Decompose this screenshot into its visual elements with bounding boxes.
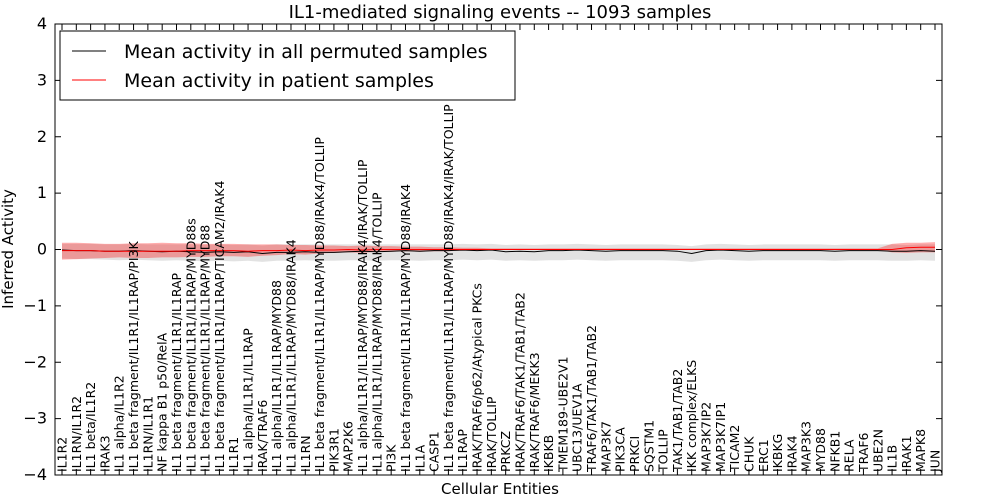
- x-tick-label: IL1 alpha/IL1R1/IL1RAP/MYD88: [269, 280, 284, 472]
- x-tick-label: MAPK8: [913, 429, 928, 472]
- y-tick-label: −4: [23, 465, 47, 484]
- x-tick-label: IRAK/TOLLIP: [484, 396, 499, 472]
- x-tick-label: SQSTM1: [641, 420, 656, 472]
- x-tick-label: IL1R2: [55, 437, 70, 472]
- x-tick-label: CASP1: [427, 431, 442, 472]
- x-tick-label: PRKCZ: [498, 431, 513, 472]
- x-tick-label: IL1 beta fragment/IL1R1/IL1RAP/PI3K: [126, 241, 141, 472]
- x-tick-label: IL1 alpha/IL1R1/IL1RAP/MYD88/IRAK4/IRAK/…: [355, 159, 370, 472]
- x-tick-label: PI3K: [384, 444, 399, 472]
- x-tick-label: TRAF6: [856, 432, 871, 473]
- line-permuted: [61, 249, 936, 254]
- x-tick-label: IRAK3: [97, 435, 112, 472]
- y-tick-label: 1: [37, 183, 47, 202]
- x-tick-label: IL1RN/IL1R2: [69, 396, 84, 472]
- x-tick-label: TMEM189-UBE2V1: [555, 356, 570, 473]
- x-tick-label: IL1 beta fragment/IL1R1/IL1RAP/MYD88/IRA…: [441, 104, 456, 472]
- x-tick-label: UBC13/UEV1A: [570, 383, 585, 472]
- x-tick-label: IL1 beta fragment/IL1R1/IL1RAP/MYD88/IRA…: [312, 137, 327, 472]
- y-tick-label: −2: [23, 352, 47, 371]
- y-tick-label: −1: [23, 296, 47, 315]
- x-tick-label: TOLLIP: [656, 429, 671, 473]
- x-tick-label: TRAF6/TAK1/TAB1/TAB2: [584, 325, 599, 473]
- band-permuted: [62, 243, 935, 262]
- legend-label-permuted: Mean activity in all permuted samples: [124, 41, 487, 63]
- x-tick-label: IL1R1: [226, 437, 241, 472]
- x-tick-label: IRAK1: [899, 435, 914, 472]
- x-tick-label: NF kappa B1 p50/RelA: [155, 332, 170, 472]
- x-tick-label: UBE2N: [870, 429, 885, 472]
- x-tick-label: IL1B: [885, 445, 900, 472]
- x-tick-label: IL1RN/IL1R1: [140, 396, 155, 472]
- x-tick-label: PRKCI: [627, 436, 642, 472]
- x-tick-label: IRAK/TRAF6: [255, 400, 270, 472]
- x-tick-label: IKBKB: [541, 435, 556, 472]
- series-lines: [61, 246, 936, 254]
- x-axis-label: Cellular Entities: [441, 480, 559, 498]
- x-tick-label: IRAK/TRAF6/TAK1/TAB1/TAB2: [512, 292, 527, 472]
- y-axis-label: Inferred Activity: [0, 189, 17, 309]
- chart-title: IL1-mediated signaling events -- 1093 sa…: [289, 2, 712, 23]
- x-tick-label: PIK3R1: [326, 428, 341, 472]
- x-tick-label: MAP3K7IP2: [699, 402, 714, 472]
- x-tick-label: MAP3K7: [598, 421, 613, 472]
- x-tick-label: IL1A: [412, 444, 427, 472]
- y-tick-label: −3: [23, 409, 47, 428]
- y-tick-label: 4: [37, 14, 47, 33]
- x-tick-label: MAP2K6: [341, 421, 356, 472]
- x-tick-label: IL1 beta fragment/IL1R1/IL1RAP: [169, 272, 184, 472]
- x-tick-label: TICAM2: [727, 425, 742, 473]
- x-tick-label: IL1 beta/IL1R2: [83, 382, 98, 472]
- x-tick-label: IKBKG: [770, 434, 785, 472]
- x-tick-label: IL1 beta fragment/IL1R1/IL1RAP/TICAM2/IR…: [212, 181, 227, 472]
- x-tick-label: IRAK/TRAF6/p62/Atypical PKCs: [470, 283, 485, 472]
- x-tick-label: ERC1: [756, 439, 771, 472]
- x-tick-label: IRAK/TRAF6/MEKK3: [527, 352, 542, 472]
- x-tick-label: IL1RAP: [455, 429, 470, 472]
- x-tick-label: MAP3K7IP1: [713, 402, 728, 472]
- y-tick-label: 2: [37, 127, 47, 146]
- x-tick-label: MYD88: [813, 428, 828, 472]
- x-tick-label: TAK1/TAB1/TAB2: [670, 369, 685, 473]
- line-patient: [62, 246, 935, 252]
- band-patient: [62, 242, 935, 260]
- x-tick-label: JUN: [928, 450, 943, 473]
- x-tick-label: IL1 beta fragment/IL1R1/IL1RAP/MYD88: [198, 225, 213, 472]
- x-tick-label: RELA: [842, 439, 857, 472]
- legend: Mean activity in all permuted samples Me…: [59, 30, 516, 101]
- legend-label-patient: Mean activity in patient samples: [124, 70, 434, 92]
- x-tick-label: IL1 alpha/IL1R2: [112, 375, 127, 472]
- y-tick-label: 3: [37, 70, 47, 89]
- x-tick-label: IL1 beta fragment/IL1R1/IL1RAP/MYD88/IRA…: [398, 184, 413, 472]
- x-tick-label: IKK complex/ELKS: [684, 360, 699, 472]
- x-tick-label: PIK3CA: [613, 427, 628, 472]
- y-tick-label: 0: [37, 240, 47, 259]
- x-tick-label: MAP3K3: [799, 421, 814, 472]
- x-tick-label: CHUK: [741, 436, 756, 472]
- x-tick-label: IL1 alpha/IL1R1/IL1RAP/MYD88/IRAK4: [283, 239, 298, 472]
- x-tick-label: NFKB1: [827, 431, 842, 472]
- legend-box: [59, 30, 516, 101]
- y-axis-ticks: 4 3 2 1 0 −1 −2 −3 −4: [23, 14, 942, 484]
- x-tick-label: IRAK4: [784, 435, 799, 472]
- x-tick-label: IL1 beta fragment/IL1R1/IL1RAP/MYD88s: [183, 218, 198, 472]
- x-tick-label: IL1RN: [298, 435, 313, 472]
- x-tick-label: IL1 alpha/IL1R1/IL1RAP: [241, 328, 256, 472]
- confidence-bands: [62, 242, 935, 262]
- x-axis-ticks: IL1R2 IL1RN/IL1R2 IL1 beta/IL1R2 IRAK3 IL1 a…: [55, 24, 943, 475]
- x-tick-label: IL1 alpha/IL1R1/IL1RAP/MYD88/IRAK4/TOLLI…: [369, 192, 384, 472]
